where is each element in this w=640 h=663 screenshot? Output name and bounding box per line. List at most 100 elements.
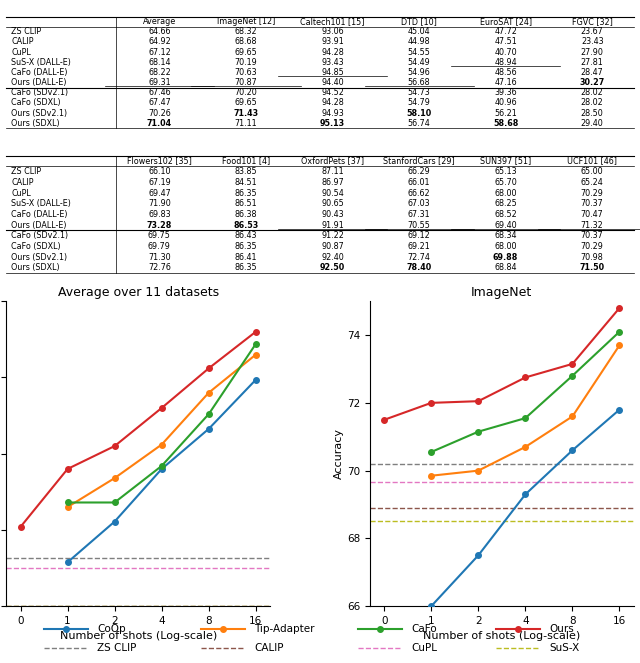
Text: 71.43: 71.43	[234, 109, 259, 117]
Text: 86.43: 86.43	[235, 231, 257, 240]
Text: 84.51: 84.51	[235, 178, 257, 187]
Text: 69.40: 69.40	[494, 221, 517, 229]
Text: 68.32: 68.32	[235, 27, 257, 36]
Text: Caltech101 [15]: Caltech101 [15]	[300, 17, 365, 26]
Text: Ours: Ours	[549, 624, 573, 634]
Text: 48.56: 48.56	[494, 68, 517, 77]
Text: 70.37: 70.37	[581, 200, 604, 208]
Text: 86.35: 86.35	[235, 188, 257, 198]
Text: 70.26: 70.26	[148, 109, 171, 117]
Text: 44.98: 44.98	[408, 38, 431, 46]
Text: CALIP: CALIP	[12, 38, 34, 46]
Text: 69.83: 69.83	[148, 210, 171, 219]
Text: 28.50: 28.50	[581, 109, 604, 117]
Text: CuPL: CuPL	[12, 188, 31, 198]
Text: 90.43: 90.43	[321, 210, 344, 219]
Text: 65.00: 65.00	[581, 167, 604, 176]
Text: FGVC [32]: FGVC [32]	[572, 17, 612, 26]
Text: DTD [10]: DTD [10]	[401, 17, 437, 26]
Text: 39.36: 39.36	[494, 88, 517, 97]
Text: 83.85: 83.85	[235, 167, 257, 176]
Text: 69.65: 69.65	[235, 48, 257, 56]
Text: 68.68: 68.68	[235, 38, 257, 46]
Text: 67.03: 67.03	[408, 200, 431, 208]
Text: CaFo (DALL-E): CaFo (DALL-E)	[12, 68, 68, 77]
Text: 93.43: 93.43	[321, 58, 344, 67]
Text: 68.52: 68.52	[494, 210, 517, 219]
Text: 87.11: 87.11	[321, 167, 344, 176]
Text: SuS-X: SuS-X	[549, 643, 579, 653]
Text: 68.34: 68.34	[495, 231, 517, 240]
Text: CuPL: CuPL	[12, 48, 31, 56]
Text: 71.11: 71.11	[235, 119, 257, 128]
Text: 68.00: 68.00	[495, 242, 517, 251]
Text: Flowers102 [35]: Flowers102 [35]	[127, 156, 192, 166]
Text: 68.84: 68.84	[495, 263, 517, 272]
Text: 69.31: 69.31	[148, 78, 171, 87]
Text: Tip-Adapter: Tip-Adapter	[254, 624, 315, 634]
Text: 86.51: 86.51	[235, 200, 257, 208]
Text: 86.97: 86.97	[321, 178, 344, 187]
Text: 69.65: 69.65	[235, 99, 257, 107]
Text: 28.02: 28.02	[581, 99, 604, 107]
Text: Ours (SDv2.1): Ours (SDv2.1)	[12, 109, 68, 117]
Text: 23.67: 23.67	[581, 27, 604, 36]
Y-axis label: Accuracy: Accuracy	[334, 428, 344, 479]
Text: 86.35: 86.35	[235, 263, 257, 272]
Text: 92.40: 92.40	[321, 253, 344, 262]
Text: 70.20: 70.20	[235, 88, 257, 97]
Text: 69.12: 69.12	[408, 231, 431, 240]
X-axis label: Number of shots (Log-scale): Number of shots (Log-scale)	[60, 631, 217, 642]
Text: 54.73: 54.73	[408, 88, 431, 97]
Text: StanfordCars [29]: StanfordCars [29]	[383, 156, 455, 166]
Text: 65.13: 65.13	[494, 167, 517, 176]
X-axis label: Number of shots (Log-scale): Number of shots (Log-scale)	[423, 631, 580, 642]
Text: 94.85: 94.85	[321, 68, 344, 77]
Title: Average over 11 datasets: Average over 11 datasets	[58, 286, 219, 298]
Text: CaFo (SDv2.1): CaFo (SDv2.1)	[12, 231, 68, 240]
Text: ImageNet [12]: ImageNet [12]	[217, 17, 275, 26]
Text: 71.32: 71.32	[581, 221, 604, 229]
Text: 92.50: 92.50	[320, 263, 345, 272]
Text: SUN397 [51]: SUN397 [51]	[480, 156, 531, 166]
Text: 90.54: 90.54	[321, 188, 344, 198]
Text: CaFo (SDXL): CaFo (SDXL)	[12, 242, 61, 251]
Text: Ours (DALL-E): Ours (DALL-E)	[12, 78, 67, 87]
Text: CaFo (DALL-E): CaFo (DALL-E)	[12, 210, 68, 219]
Text: 66.29: 66.29	[408, 167, 431, 176]
Text: 54.49: 54.49	[408, 58, 431, 67]
Text: ZS CLIP: ZS CLIP	[12, 27, 42, 36]
Text: CaFo (SDXL): CaFo (SDXL)	[12, 99, 61, 107]
Text: 68.14: 68.14	[148, 58, 171, 67]
Text: 72.74: 72.74	[408, 253, 431, 262]
Text: 78.40: 78.40	[406, 263, 432, 272]
Text: 40.96: 40.96	[494, 99, 517, 107]
Text: 29.40: 29.40	[581, 119, 604, 128]
Text: 90.87: 90.87	[321, 242, 344, 251]
Text: 56.74: 56.74	[408, 119, 431, 128]
Text: 86.53: 86.53	[234, 221, 259, 229]
Text: 45.04: 45.04	[408, 27, 431, 36]
Text: 58.68: 58.68	[493, 119, 518, 128]
Text: CuPL: CuPL	[411, 643, 437, 653]
Text: 71.30: 71.30	[148, 253, 171, 262]
Text: 69.79: 69.79	[148, 242, 171, 251]
Text: 68.25: 68.25	[494, 200, 517, 208]
Text: 40.70: 40.70	[494, 48, 517, 56]
Text: 72.76: 72.76	[148, 263, 171, 272]
Text: 65.70: 65.70	[494, 178, 517, 187]
Text: 70.87: 70.87	[235, 78, 257, 87]
Text: 69.47: 69.47	[148, 188, 171, 198]
Text: 67.47: 67.47	[148, 99, 171, 107]
Text: 28.02: 28.02	[581, 88, 604, 97]
Text: 86.41: 86.41	[235, 253, 257, 262]
Text: SuS-X (DALL-E): SuS-X (DALL-E)	[12, 200, 71, 208]
Text: 86.38: 86.38	[235, 210, 257, 219]
Text: Ours (SDv2.1): Ours (SDv2.1)	[12, 253, 68, 262]
Text: Ours (SDXL): Ours (SDXL)	[12, 119, 60, 128]
Text: 54.55: 54.55	[408, 48, 431, 56]
Text: CALIP: CALIP	[254, 643, 284, 653]
Text: 27.81: 27.81	[581, 58, 604, 67]
Text: 91.91: 91.91	[321, 221, 344, 229]
Title: ImageNet: ImageNet	[471, 286, 532, 298]
